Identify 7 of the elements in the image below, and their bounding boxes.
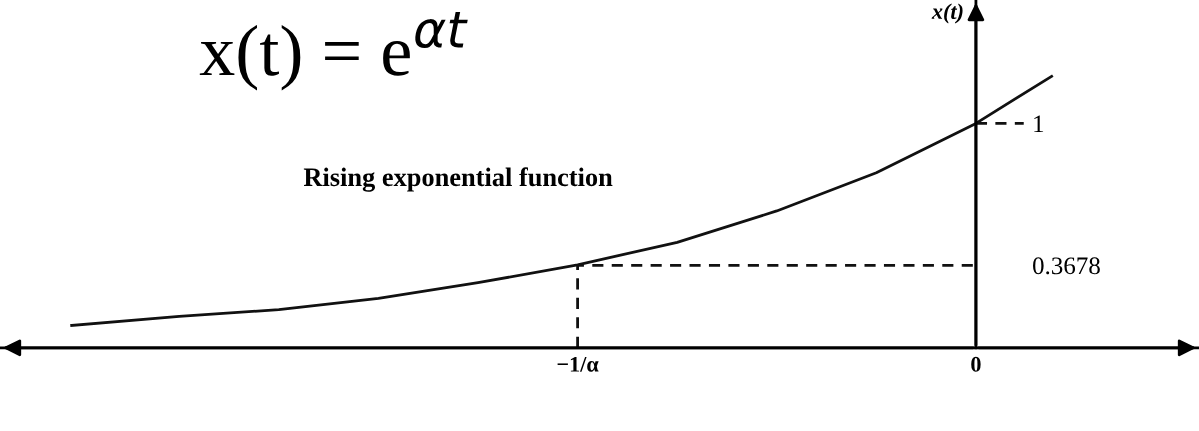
x-tick-label: −1/α bbox=[557, 356, 599, 372]
y-tick-label: 0.3678 bbox=[1033, 257, 1100, 275]
x-tick-label: 0 bbox=[971, 356, 981, 372]
y-axis-title: x(t) bbox=[931, 3, 963, 24]
annotation: Rising exponential function bbox=[303, 167, 613, 192]
annotation: x(t) = e$^{αt}$ bbox=[199, 11, 468, 91]
y-tick-label: 1 bbox=[1034, 115, 1044, 133]
